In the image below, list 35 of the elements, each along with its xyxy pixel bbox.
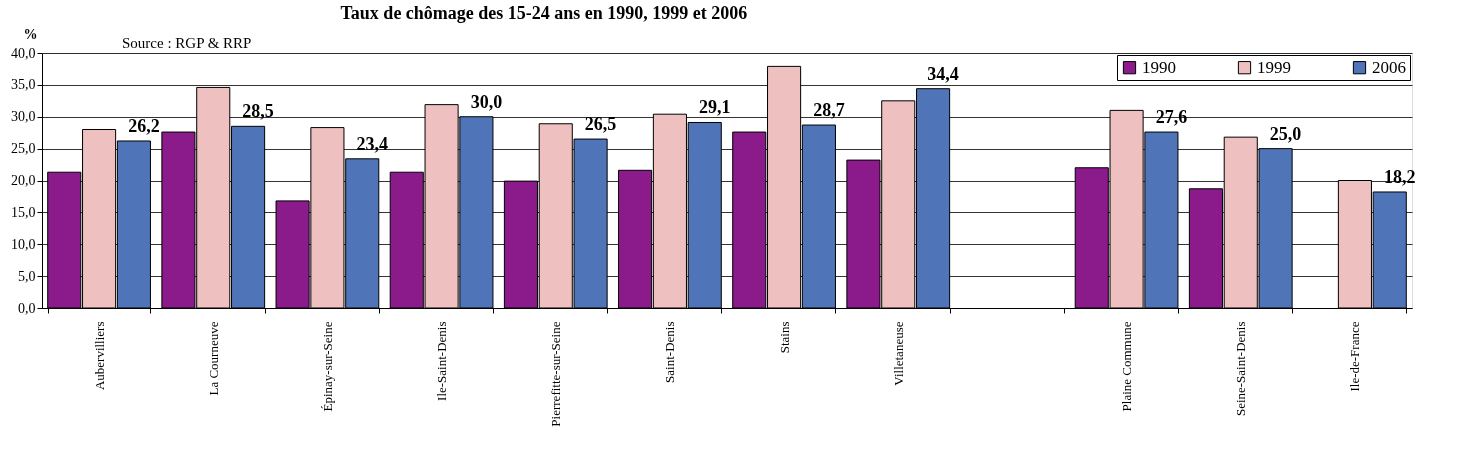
x-tick-label: La Courneuve	[205, 321, 221, 396]
legend-label: 2006	[1372, 57, 1406, 77]
data-label: 26,2	[128, 115, 160, 136]
legend-label: 1999	[1257, 57, 1291, 77]
data-label: 28,5	[242, 101, 274, 122]
y-tick-label: 35,0	[11, 77, 36, 93]
y-axis-title: %	[23, 26, 38, 42]
y-tick-label: 15,0	[11, 204, 36, 220]
x-tick-label: Saint-Denis	[662, 321, 678, 383]
data-label: 23,4	[356, 133, 388, 154]
data-label: 26,5	[584, 114, 617, 135]
x-tick-label: Seine-Saint-Denis	[1233, 321, 1249, 417]
x-tick-label: Villetaneuse	[890, 321, 906, 386]
x-tick-label: Aubervilliers	[91, 321, 107, 391]
y-tick-label: 40,0	[11, 45, 36, 61]
source-note: Source : RGP & RRP	[122, 35, 252, 51]
legend-label: 1990	[1142, 57, 1176, 77]
data-label: 25,0	[1269, 123, 1302, 144]
x-tick-label: Plaine Commune	[1119, 321, 1135, 412]
x-tick-label: Épinay-sur-Seine	[319, 321, 335, 412]
y-tick-label: 0,0	[18, 300, 36, 316]
data-label: 34,4	[927, 63, 959, 84]
x-tick-label: Ile-de-France	[1347, 321, 1363, 392]
y-tick-label: 20,0	[11, 173, 36, 188]
y-tick-label: 30,0	[11, 109, 36, 125]
x-tick-label: Stains	[776, 321, 792, 354]
chart-title: Taux de chômage des 15-24 ans en 1990, 1999 et 2006	[340, 3, 748, 23]
y-tick-label: 5,0	[18, 268, 36, 284]
y-tick-label: 10,0	[11, 236, 36, 252]
y-tick-label: 25,0	[11, 141, 36, 157]
data-label: 28,7	[813, 100, 845, 121]
x-tick-label: Pierrefitte-sur-Seine	[548, 321, 564, 427]
x-tick-label: Ile-Saint-Denis	[434, 321, 450, 401]
data-label: 30,0	[470, 91, 503, 112]
data-label: 29,1	[699, 97, 731, 118]
